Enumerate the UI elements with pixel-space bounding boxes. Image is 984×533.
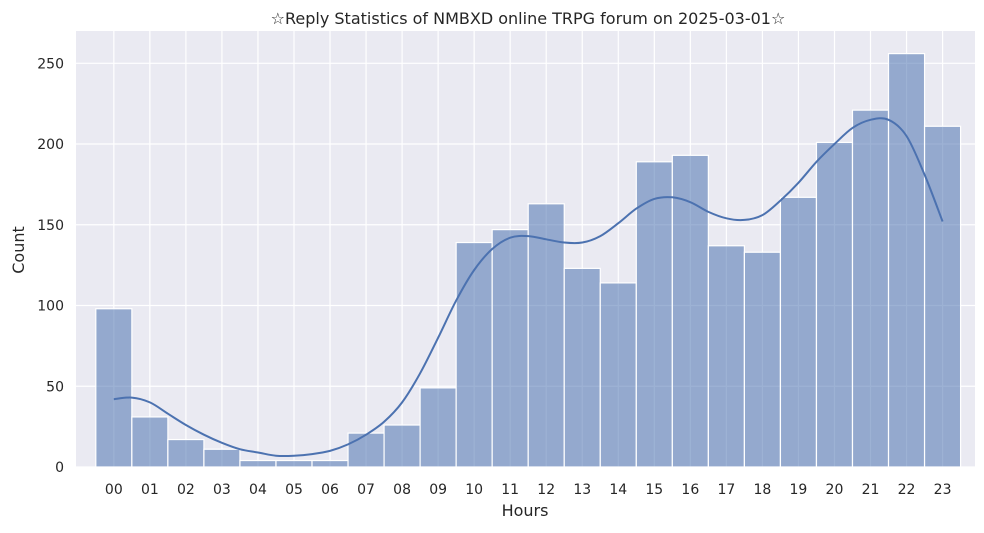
kde-curve <box>113 117 944 457</box>
x-tick-label: 02 <box>177 482 195 498</box>
y-tick-label: 200 <box>37 137 64 153</box>
bar-hour-01 <box>131 416 169 468</box>
bar-hour-21 <box>851 109 890 468</box>
x-tick-label: 18 <box>753 482 771 498</box>
x-tick-label: 01 <box>141 482 159 498</box>
x-tick-label: 09 <box>429 482 447 498</box>
y-tick-labels: 0 50 100 150 200 250 <box>37 56 64 476</box>
x-tick-label: 14 <box>609 482 627 498</box>
y-tick-label: 150 <box>37 218 64 234</box>
x-tick-label: 16 <box>681 482 699 498</box>
bar-hour-09 <box>419 387 457 468</box>
x-tick-label: 13 <box>573 482 591 498</box>
bar-hour-05 <box>275 459 313 468</box>
bar-hour-03 <box>203 448 241 468</box>
x-tick-label: 04 <box>249 482 267 498</box>
x-tick-label: 15 <box>645 482 663 498</box>
y-tick-label: 50 <box>46 379 64 395</box>
x-tick-label: 10 <box>465 482 483 498</box>
x-tick-label: 03 <box>213 482 231 498</box>
bar-hour-02 <box>167 438 205 468</box>
bar-hour-18 <box>743 251 782 468</box>
bar-hour-10 <box>455 241 493 468</box>
bars <box>95 53 962 468</box>
x-tick-label: 20 <box>826 482 844 498</box>
bar-hour-23 <box>923 125 962 468</box>
bar-hour-12 <box>527 203 565 468</box>
bar-hour-11 <box>491 229 529 468</box>
x-tick-label: 06 <box>321 482 339 498</box>
bar-hour-06 <box>311 459 349 468</box>
y-tick-label: 250 <box>37 56 64 72</box>
bar-hour-20 <box>815 141 854 468</box>
y-axis-label: Count <box>9 226 28 274</box>
chart-title: ☆Reply Statistics of NMBXD online TRPG f… <box>271 9 786 28</box>
x-tick-labels: 00 01 02 03 04 05 06 07 08 09 10 11 12 13 14 15 16 17 18 19… <box>105 482 952 498</box>
x-tick-label: 17 <box>717 482 735 498</box>
bar-hour-16 <box>671 154 709 468</box>
x-tick-label: 11 <box>501 482 519 498</box>
bar-hour-00 <box>95 308 133 468</box>
bar-hour-07 <box>347 432 385 468</box>
x-tick-label: 12 <box>537 482 555 498</box>
bar-hour-08 <box>383 424 421 468</box>
x-axis-label: Hours <box>502 501 549 520</box>
x-tick-label: 00 <box>105 482 123 498</box>
bar-hour-14 <box>599 282 637 468</box>
bar-hour-19 <box>779 196 818 468</box>
bar-hour-22 <box>887 53 926 468</box>
y-tick-label: 100 <box>37 299 64 315</box>
bar-hour-04 <box>239 459 277 468</box>
bar-hour-15 <box>635 161 673 468</box>
x-tick-label: 23 <box>934 482 952 498</box>
bar-hour-13 <box>563 267 601 468</box>
x-tick-label: 07 <box>357 482 375 498</box>
y-tick-label: 0 <box>55 460 64 476</box>
x-tick-label: 05 <box>285 482 303 498</box>
x-tick-label: 21 <box>862 482 880 498</box>
x-tick-label: 08 <box>393 482 411 498</box>
x-tick-label: 22 <box>898 482 916 498</box>
x-tick-label: 19 <box>790 482 808 498</box>
bar-hour-17 <box>707 245 745 468</box>
